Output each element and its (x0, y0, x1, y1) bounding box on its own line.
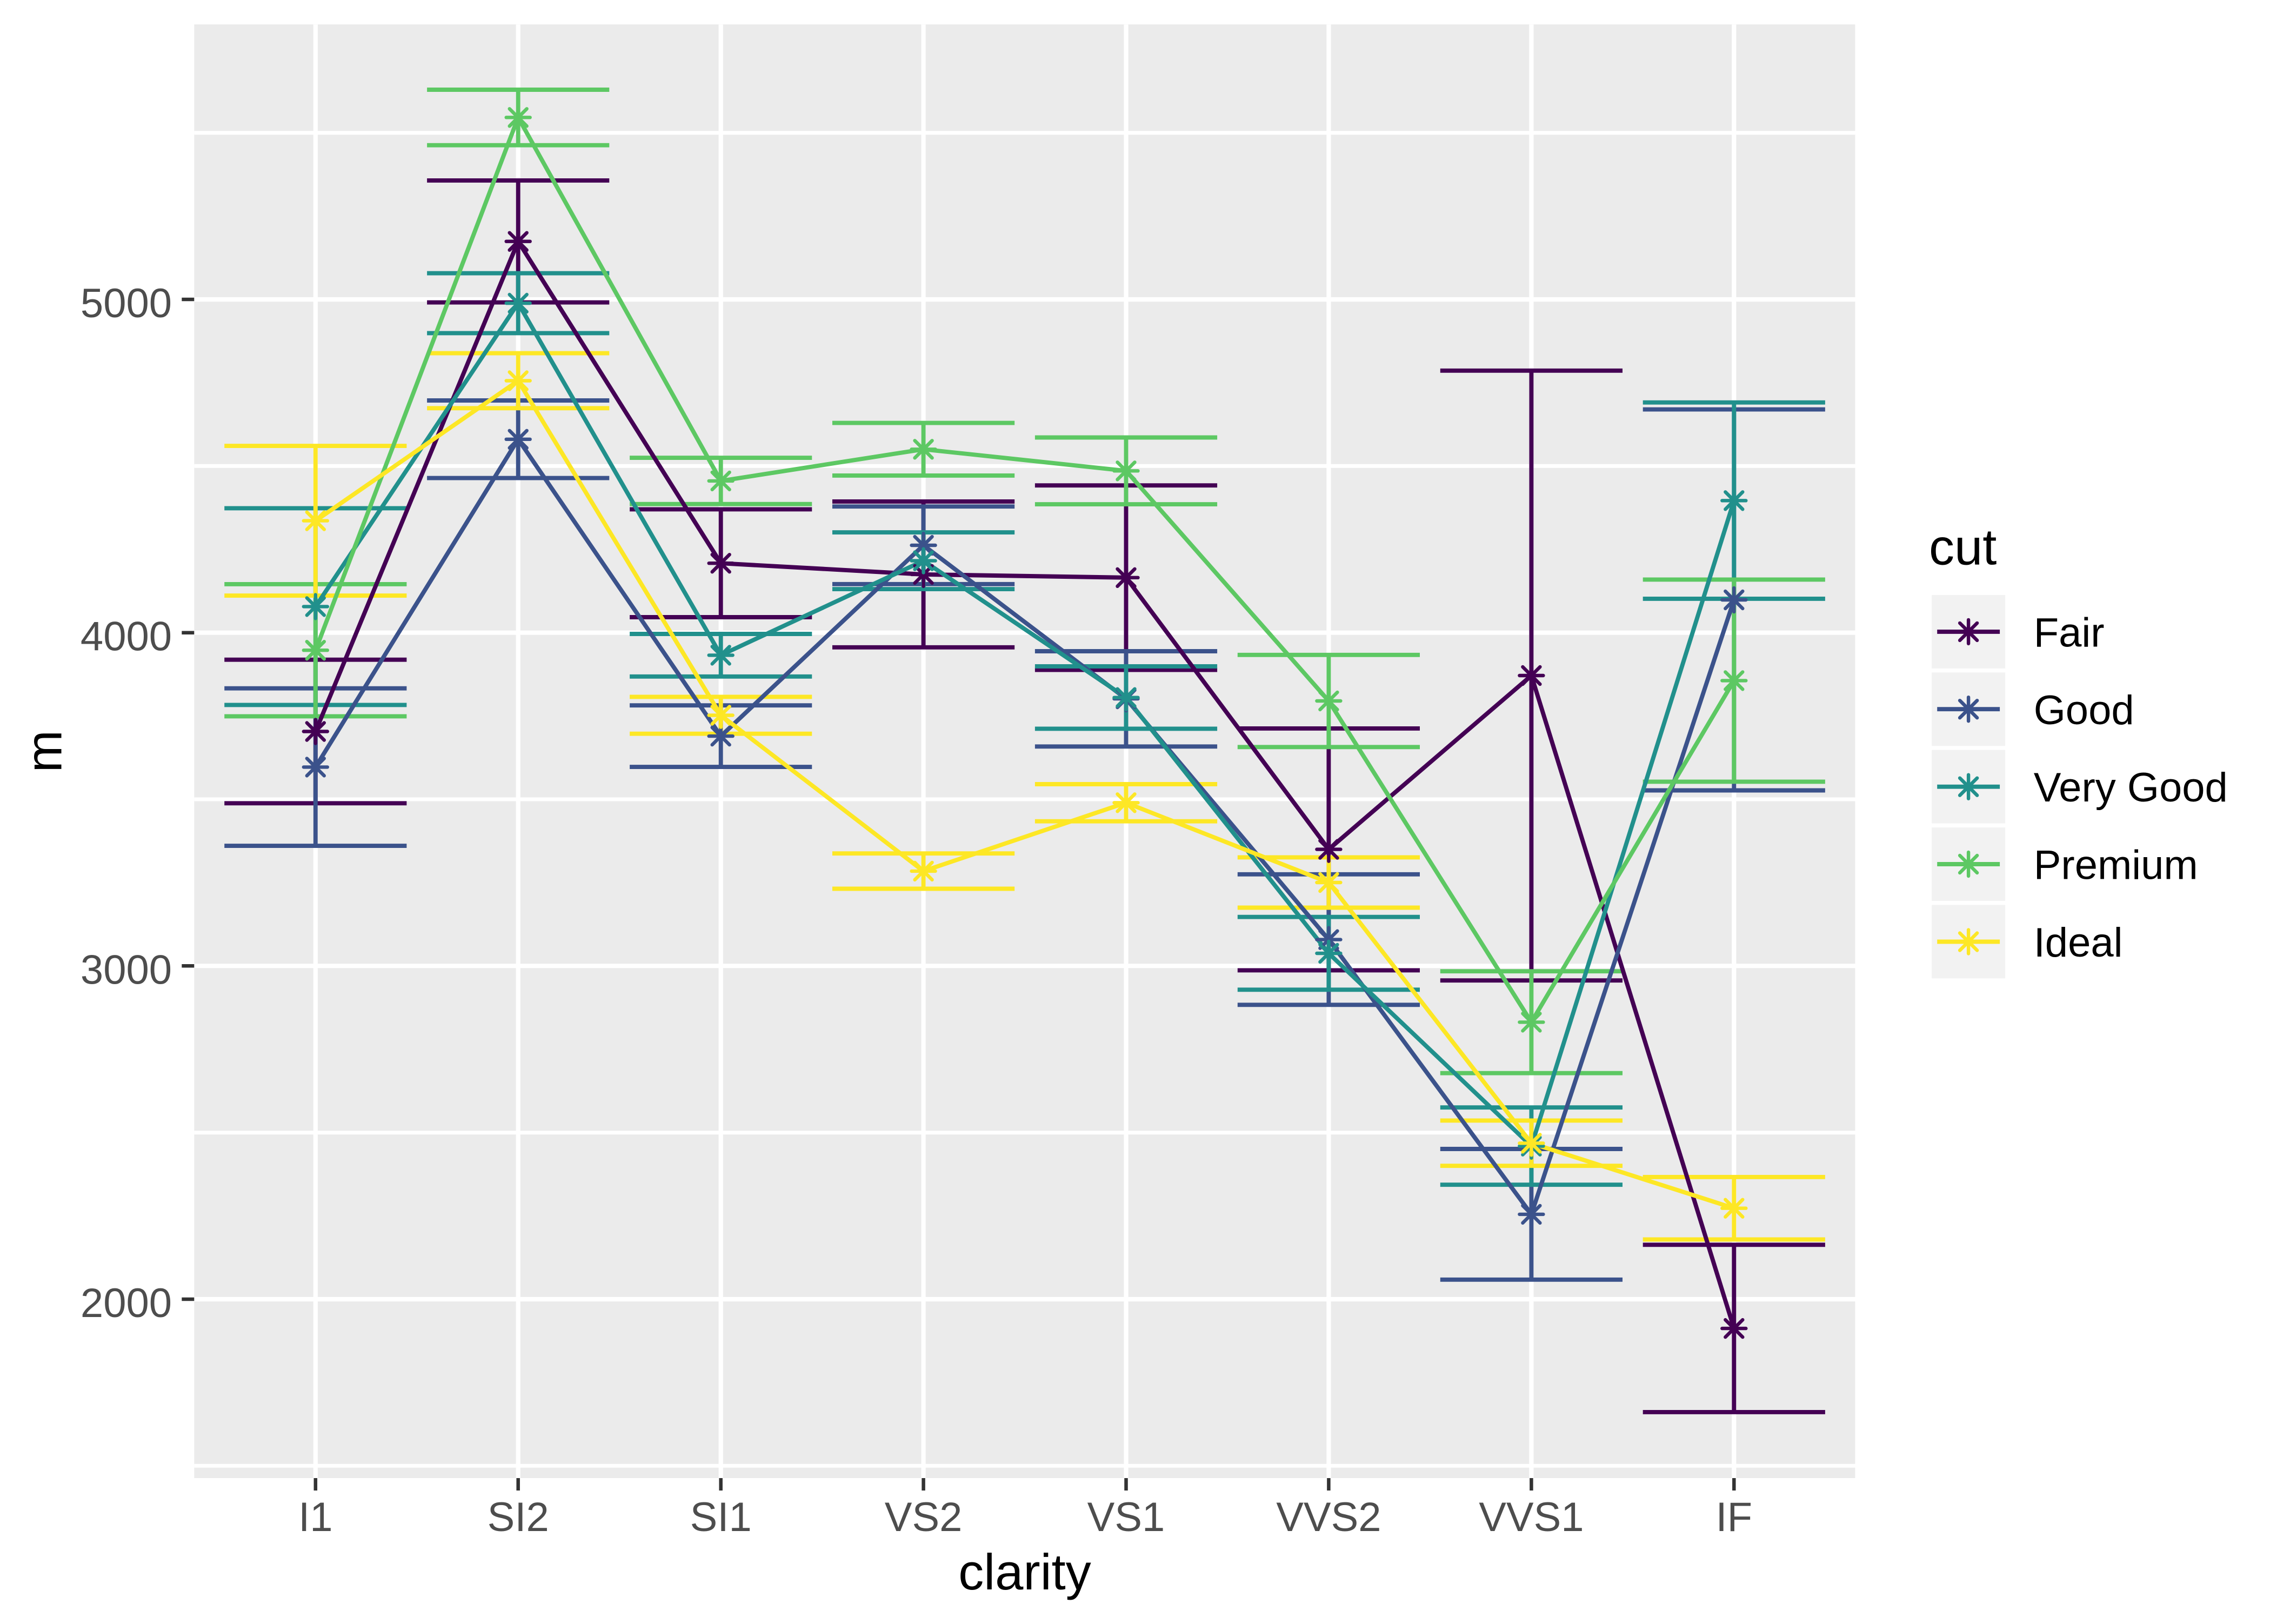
svg-text:5000: 5000 (81, 280, 172, 326)
svg-text:3000: 3000 (81, 947, 172, 993)
svg-text:Ideal: Ideal (2034, 920, 2123, 966)
svg-text:VS1: VS1 (1087, 1494, 1165, 1540)
svg-text:m: m (16, 730, 72, 772)
svg-text:cut: cut (1929, 519, 1997, 576)
svg-text:VS2: VS2 (885, 1494, 963, 1540)
svg-text:Fair: Fair (2034, 610, 2105, 656)
svg-text:Premium: Premium (2034, 843, 2198, 888)
svg-text:IF: IF (1716, 1494, 1753, 1540)
svg-text:SI1: SI1 (690, 1494, 752, 1540)
svg-text:Very Good: Very Good (2034, 765, 2228, 811)
svg-text:VVS2: VVS2 (1276, 1494, 1381, 1540)
svg-text:clarity: clarity (958, 1543, 1091, 1600)
svg-text:VVS1: VVS1 (1479, 1494, 1584, 1540)
svg-text:SI2: SI2 (488, 1494, 549, 1540)
svg-text:4000: 4000 (81, 614, 172, 660)
svg-text:I1: I1 (298, 1494, 332, 1540)
svg-text:Good: Good (2034, 687, 2134, 733)
svg-text:2000: 2000 (81, 1280, 172, 1326)
